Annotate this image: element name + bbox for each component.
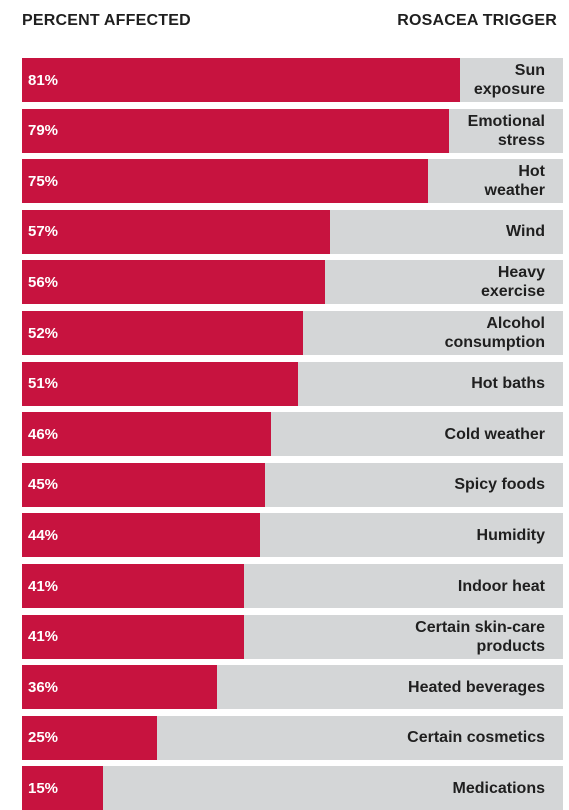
trigger-label: Medications xyxy=(452,779,545,797)
bar-row: 79% Emotional stress xyxy=(22,108,563,153)
bar xyxy=(22,159,428,204)
bar-row: 56% Heavy exercise xyxy=(22,260,563,305)
trigger-label: Indoor heat xyxy=(457,577,545,595)
trigger-label: Humidity xyxy=(476,526,545,544)
bar xyxy=(22,614,244,659)
bar-value-label: 52% xyxy=(28,324,59,342)
bar-row: 25% Certain cosmetics xyxy=(22,715,563,760)
bar-value-label: 36% xyxy=(28,678,59,696)
trigger-label: Heavy exercise xyxy=(480,264,545,301)
bar-value-label: 45% xyxy=(28,476,59,494)
percent-affected-header: PERCENT AFFECTED xyxy=(22,12,191,29)
bar xyxy=(22,766,103,810)
trigger-label: Sun exposure xyxy=(473,62,545,98)
bar-value-label: 75% xyxy=(28,172,59,190)
trigger-label: Alcohol consumption xyxy=(444,315,545,351)
bar xyxy=(22,260,325,305)
bar-value-label: 15% xyxy=(28,779,59,797)
bar xyxy=(22,311,303,355)
bar-value-label: 25% xyxy=(28,729,59,747)
trigger-label: Hot baths xyxy=(471,375,545,393)
bar-value-label: 57% xyxy=(28,223,59,241)
trigger-label: Hot weather xyxy=(484,163,545,200)
bar-row: 41% Certain skin-care products xyxy=(22,614,563,659)
bar-value-label: 56% xyxy=(28,273,59,291)
bar-value-label: 41% xyxy=(28,577,59,595)
bar-row: 45% Spicy foods xyxy=(22,462,563,507)
bar-row: 81% Sun exposure xyxy=(22,58,563,102)
bar-value-label: 41% xyxy=(28,628,59,646)
chart-header: PERCENT AFFECTED ROSACEA TRIGGER xyxy=(22,10,557,32)
bar-row: 44% Humidity xyxy=(22,513,563,558)
bar-row: 46% Cold weather xyxy=(22,412,563,457)
bar-value-label: 44% xyxy=(28,526,59,544)
bar-row: 51% Hot baths xyxy=(22,361,563,406)
bar-row: 57% Wind xyxy=(22,209,563,254)
trigger-label: Emotional stress xyxy=(467,112,545,149)
bar-row: 36% Heated beverages xyxy=(22,665,563,710)
bar xyxy=(22,361,298,406)
bar xyxy=(22,58,460,102)
bar-value-label: 46% xyxy=(28,425,59,443)
bar xyxy=(22,715,157,760)
bar xyxy=(22,209,330,254)
bar-row: 75% Hot weather xyxy=(22,159,563,204)
trigger-label: Certain skin-care products xyxy=(415,618,545,655)
bar xyxy=(22,665,217,710)
bar xyxy=(22,462,265,507)
trigger-label: Cold weather xyxy=(444,425,545,443)
bar-value-label: 79% xyxy=(28,122,59,140)
bar-chart: 81% Sun exposure 79% Emotional stress 75% Hot… xyxy=(22,58,563,810)
bar xyxy=(22,513,260,558)
trigger-label: Heated beverages xyxy=(408,678,545,696)
bar-value-label: 81% xyxy=(28,71,59,89)
trigger-label: Wind xyxy=(506,223,545,241)
bar xyxy=(22,108,449,153)
bar-row: 52% Alcohol consumption xyxy=(22,311,563,355)
bar-row: 15% Medications xyxy=(22,766,563,810)
trigger-label: Spicy foods xyxy=(454,476,545,494)
bar-value-label: 51% xyxy=(28,375,59,393)
trigger-label: Certain cosmetics xyxy=(407,729,545,747)
bar xyxy=(22,564,244,608)
bar xyxy=(22,412,271,457)
bar-row: 41% Indoor heat xyxy=(22,564,563,608)
rosacea-trigger-header: ROSACEA TRIGGER xyxy=(397,12,557,29)
